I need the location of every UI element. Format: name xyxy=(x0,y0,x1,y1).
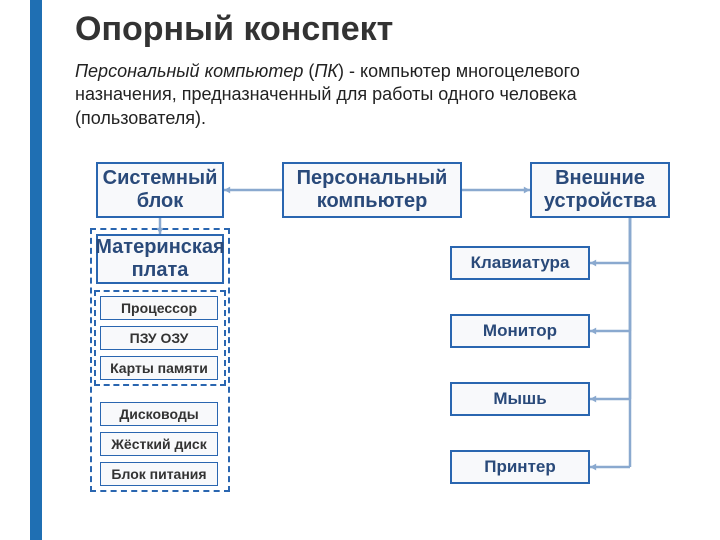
node-rom-ram: ПЗУ ОЗУ xyxy=(100,326,218,350)
node-motherboard: Материнскаяплата xyxy=(96,234,224,284)
node-system-block: Системныйблок xyxy=(96,162,224,218)
node-printer: Принтер xyxy=(450,450,590,484)
node-pc: Персональныйкомпьютер xyxy=(282,162,462,218)
page-title: Опорный конспект xyxy=(75,10,393,49)
definition-text: Персональный компьютер (ПК) - компьютер … xyxy=(75,60,675,130)
node-drives: Дисководы xyxy=(100,402,218,426)
definition-abbr: ПК xyxy=(314,61,338,81)
node-keyboard: Клавиатура xyxy=(450,246,590,280)
accent-bar xyxy=(30,0,42,540)
node-hdd: Жёсткий диск xyxy=(100,432,218,456)
node-cards: Карты памяти xyxy=(100,356,218,380)
node-cpu: Процессор xyxy=(100,296,218,320)
node-psu: Блок питания xyxy=(100,462,218,486)
node-mouse: Мышь xyxy=(450,382,590,416)
node-monitor: Монитор xyxy=(450,314,590,348)
definition-term: Персональный компьютер xyxy=(75,61,303,81)
node-external: Внешниеустройства xyxy=(530,162,670,218)
